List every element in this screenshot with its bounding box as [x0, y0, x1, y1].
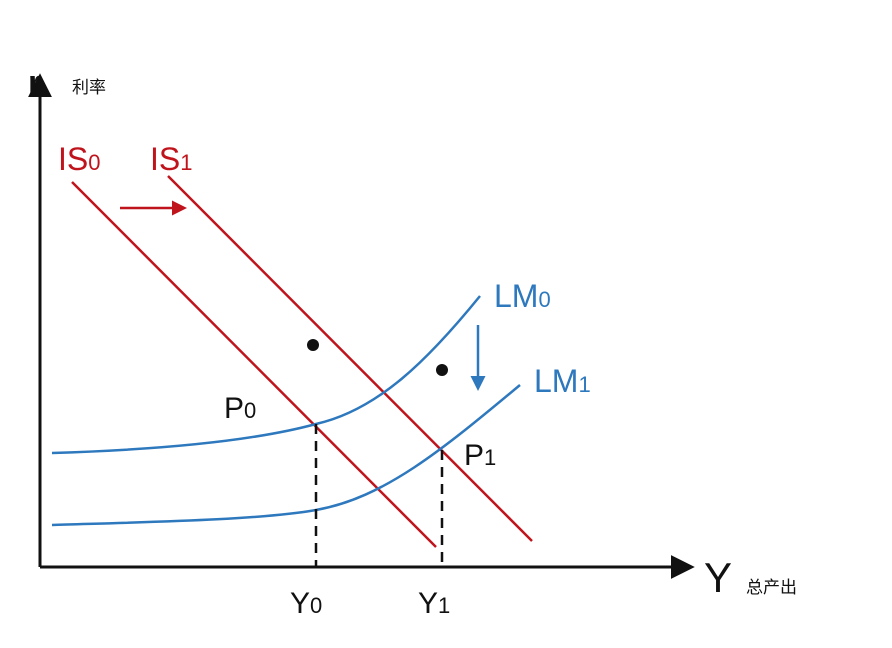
- p0-label-sub: 0: [244, 398, 256, 423]
- y-axis-symbol: r: [28, 64, 41, 102]
- p1-label-sub: 1: [484, 445, 496, 470]
- is0-curve: [71, 181, 437, 548]
- y-axis-label: 利率: [72, 78, 106, 97]
- is1-label-sub: 1: [180, 150, 192, 175]
- lm1-label-sub: 1: [578, 372, 590, 397]
- is0-label-sub: 0: [88, 150, 100, 175]
- lm0-label-sub: 0: [538, 287, 550, 312]
- lm0-label: LM0: [494, 278, 551, 314]
- x-axis-label: 总产出: [746, 578, 797, 597]
- lm0-curve: [51, 295, 481, 455]
- lm1-curve: [51, 384, 521, 527]
- y0-tick-label: Y0: [290, 587, 322, 620]
- x-axis-symbol: Y: [704, 554, 732, 601]
- lm1-label: LM1: [534, 363, 591, 399]
- y0-tick-sub: 0: [310, 593, 322, 618]
- p0-label: P0: [224, 392, 256, 425]
- is1-curve: [167, 175, 533, 542]
- is1-label: IS1: [150, 141, 192, 177]
- dot-marker: [436, 364, 448, 376]
- y1-tick-sub: 1: [438, 593, 450, 618]
- is0-label: IS0: [58, 141, 100, 177]
- y1-tick-label: Y1: [418, 587, 450, 620]
- p1-label: P1: [464, 439, 496, 472]
- dot-marker: [307, 339, 319, 351]
